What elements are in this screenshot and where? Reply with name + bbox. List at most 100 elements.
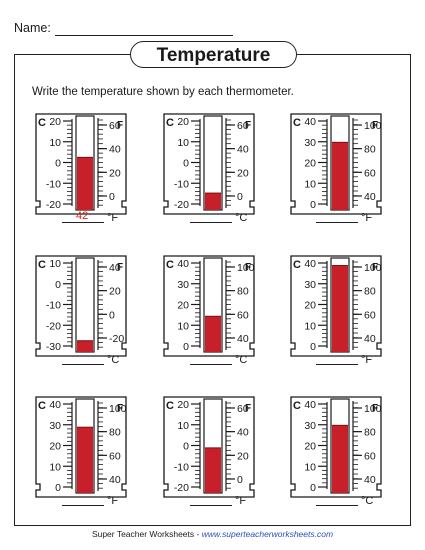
answer-unit: °F bbox=[361, 354, 373, 366]
celsius-tick-label: 20 bbox=[304, 441, 316, 453]
fahrenheit-tick-label: 40 bbox=[364, 191, 376, 203]
celsius-letter: C bbox=[38, 400, 46, 412]
celsius-letter: C bbox=[166, 117, 174, 129]
mercury-column bbox=[332, 142, 348, 210]
fahrenheit-tick-label: 40 bbox=[109, 474, 121, 486]
fahrenheit-tick-label: 80 bbox=[109, 427, 121, 439]
answer-blank[interactable] bbox=[190, 222, 232, 223]
fahrenheit-letter: F bbox=[245, 262, 251, 273]
fahrenheit-tick-label: 0 bbox=[109, 191, 115, 203]
name-field[interactable] bbox=[55, 35, 233, 36]
thermometer-graphic: C F 20 10 0 -10 -20 60 40 20 0 bbox=[163, 113, 255, 215]
celsius-tick-label: 20 bbox=[49, 116, 61, 128]
answer-blank[interactable] bbox=[316, 222, 358, 223]
celsius-tick-label: 10 bbox=[49, 461, 61, 473]
thermometer-tube bbox=[75, 257, 95, 353]
mercury-column bbox=[205, 316, 221, 352]
fahrenheit-tick-label: 60 bbox=[364, 450, 376, 462]
celsius-tick-label: -10 bbox=[46, 300, 61, 312]
mercury-column bbox=[77, 340, 93, 352]
fahrenheit-tick-label: 0 bbox=[237, 191, 243, 203]
answer-value: 42 bbox=[76, 210, 89, 222]
fahrenheit-tick-label: 60 bbox=[237, 120, 249, 132]
page-title: Temperature bbox=[130, 41, 297, 68]
answer-unit: °F bbox=[107, 495, 119, 507]
mercury-column bbox=[205, 193, 221, 210]
thermometer-graphic: C F 20 10 0 -10 -20 60 40 20 0 bbox=[35, 113, 127, 215]
celsius-tick-label: 40 bbox=[304, 258, 316, 270]
mercury-column bbox=[332, 425, 348, 493]
footer-link[interactable]: www.superteacherworksheets.com bbox=[201, 529, 334, 539]
mercury-column bbox=[205, 447, 221, 493]
answer-blank[interactable] bbox=[190, 505, 232, 506]
thermometer-6: C F 40 30 20 10 0 100 80 60 40 bbox=[288, 253, 384, 359]
celsius-letter: C bbox=[293, 117, 301, 129]
fahrenheit-tick-label: 80 bbox=[364, 286, 376, 298]
footer-text: Super Teacher Worksheets - bbox=[91, 529, 202, 539]
fahrenheit-tick-label: 0 bbox=[237, 474, 243, 486]
fahrenheit-letter: F bbox=[372, 403, 378, 414]
answer-blank[interactable] bbox=[62, 364, 104, 365]
answer-blank[interactable] bbox=[316, 505, 358, 506]
thermometer-1: C F 20 10 0 -10 -20 60 40 20 0 bbox=[33, 111, 129, 217]
fahrenheit-tick-label: 100 bbox=[237, 262, 255, 274]
celsius-tick-label: 10 bbox=[49, 258, 61, 270]
celsius-letter: C bbox=[38, 259, 46, 271]
answer-blank[interactable] bbox=[316, 364, 358, 365]
celsius-tick-label: -10 bbox=[46, 178, 61, 190]
celsius-tick-label: 0 bbox=[183, 158, 189, 170]
celsius-tick-label: 30 bbox=[304, 420, 316, 432]
celsius-tick-label: 20 bbox=[177, 399, 189, 411]
celsius-tick-label: -20 bbox=[174, 199, 189, 211]
answer-unit: °C bbox=[107, 354, 120, 366]
title-rule-left bbox=[14, 54, 130, 55]
fahrenheit-tick-label: 80 bbox=[237, 286, 249, 298]
answer-blank[interactable] bbox=[62, 505, 104, 506]
fahrenheit-tick-label: 40 bbox=[364, 474, 376, 486]
fahrenheit-tick-label: 40 bbox=[109, 262, 121, 274]
name-label: Name: bbox=[14, 21, 51, 35]
fahrenheit-tick-label: 40 bbox=[364, 333, 376, 345]
answer-blank[interactable] bbox=[62, 222, 104, 223]
fahrenheit-letter: F bbox=[372, 120, 378, 131]
thermometer-8: C F 20 10 0 -10 -20 60 40 20 0 bbox=[161, 394, 257, 500]
celsius-tick-label: 40 bbox=[177, 258, 189, 270]
mercury-column bbox=[332, 265, 348, 352]
mercury-column bbox=[77, 157, 93, 210]
celsius-tick-label: -20 bbox=[46, 199, 61, 211]
fahrenheit-tick-label: 100 bbox=[364, 403, 382, 415]
celsius-tick-label: 10 bbox=[177, 420, 189, 432]
celsius-tick-label: 10 bbox=[177, 320, 189, 332]
mercury-column bbox=[77, 427, 93, 493]
celsius-tick-label: 0 bbox=[183, 441, 189, 453]
fahrenheit-letter: F bbox=[117, 120, 123, 131]
celsius-letter: C bbox=[293, 259, 301, 271]
answer-unit: °F bbox=[361, 212, 373, 224]
celsius-tick-label: 10 bbox=[304, 178, 316, 190]
celsius-tick-label: 0 bbox=[55, 279, 61, 291]
fahrenheit-letter: F bbox=[245, 120, 251, 131]
celsius-tick-label: 10 bbox=[49, 137, 61, 149]
answer-unit: °C bbox=[235, 354, 248, 366]
fahrenheit-tick-label: 20 bbox=[237, 167, 249, 179]
celsius-letter: C bbox=[166, 400, 174, 412]
celsius-tick-label: 20 bbox=[49, 441, 61, 453]
celsius-tick-label: -20 bbox=[46, 320, 61, 332]
answer-unit: °C bbox=[361, 495, 374, 507]
fahrenheit-tick-label: 40 bbox=[109, 144, 121, 156]
answer-blank[interactable] bbox=[190, 364, 232, 365]
fahrenheit-letter: F bbox=[245, 403, 251, 414]
thermometer-4: C F 10 0 -10 -20 -30 40 20 0 -20 bbox=[33, 253, 129, 359]
fahrenheit-tick-label: 80 bbox=[364, 144, 376, 156]
celsius-letter: C bbox=[38, 117, 46, 129]
fahrenheit-tick-label: 60 bbox=[237, 403, 249, 415]
celsius-tick-label: 0 bbox=[310, 199, 316, 211]
celsius-tick-label: -20 bbox=[174, 482, 189, 494]
celsius-letter: C bbox=[293, 400, 301, 412]
celsius-letter: C bbox=[166, 259, 174, 271]
answer-unit: °F bbox=[107, 212, 119, 224]
fahrenheit-tick-label: 20 bbox=[109, 286, 121, 298]
